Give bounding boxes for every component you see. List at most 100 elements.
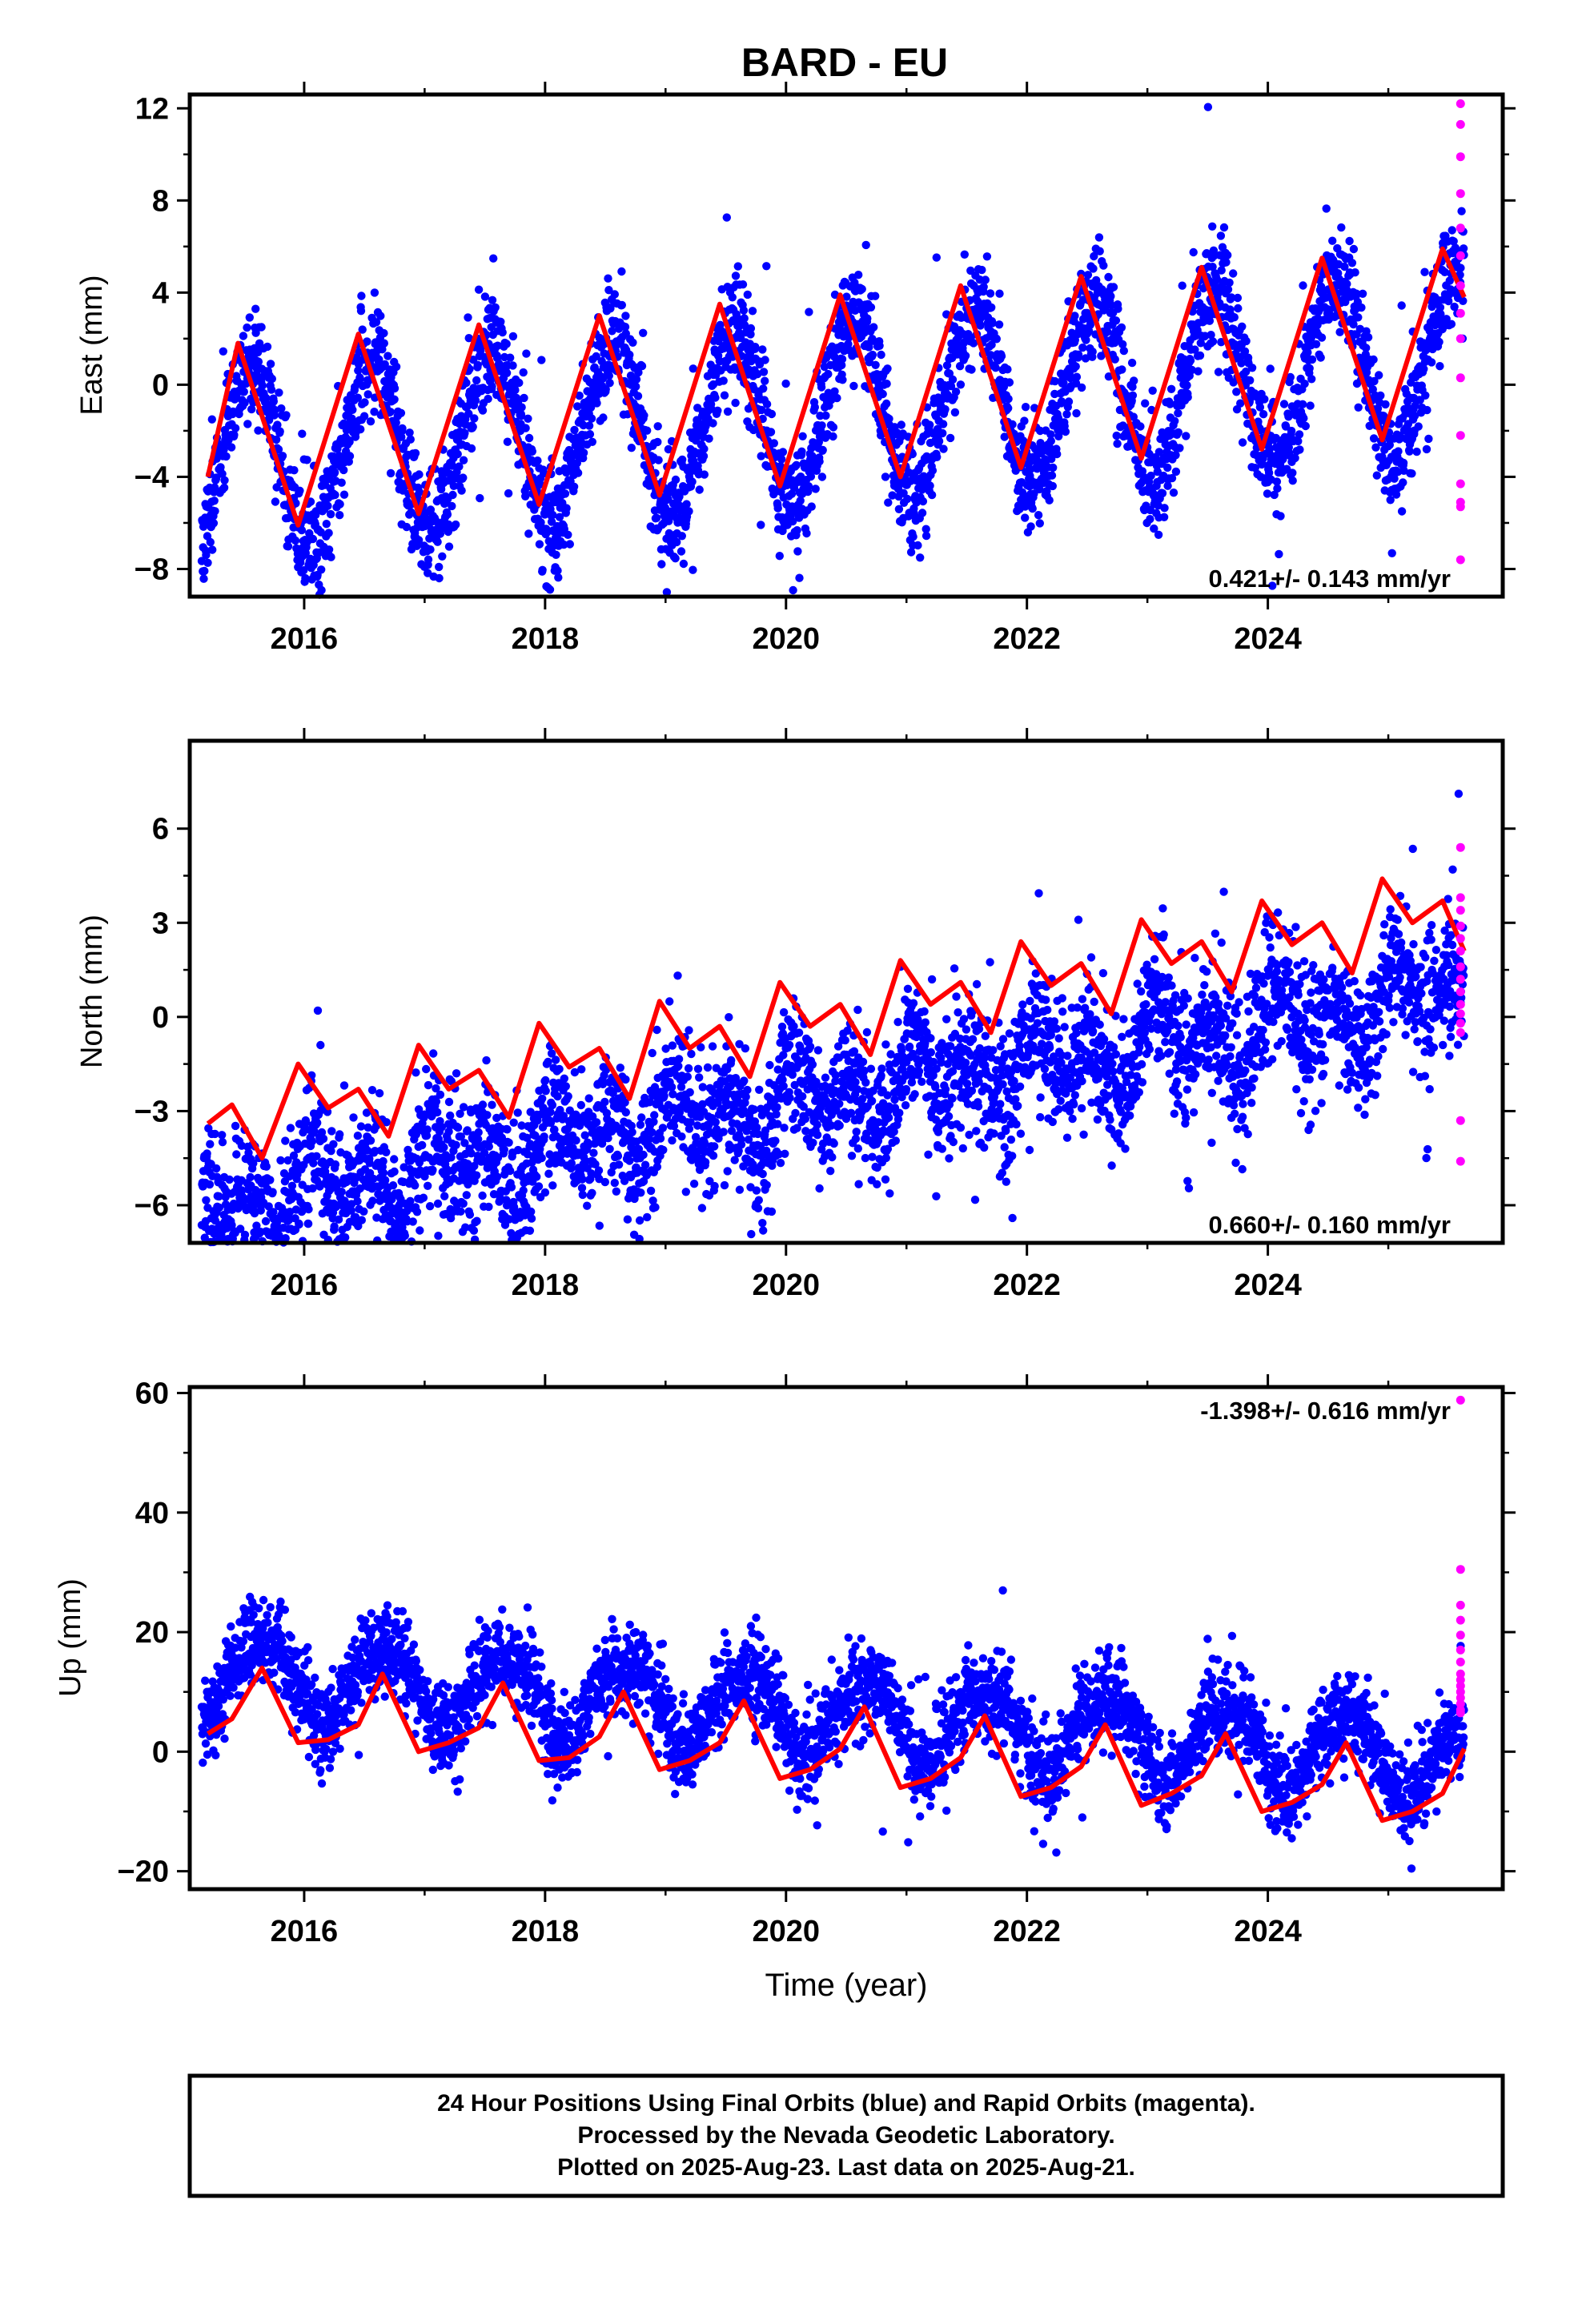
- east-final-point: [1110, 355, 1119, 364]
- east-final-point: [522, 349, 531, 358]
- east-final-point: [640, 411, 648, 420]
- east-final-point: [464, 313, 472, 322]
- north-final-point: [313, 1118, 322, 1128]
- east-final-point: [554, 573, 563, 582]
- east-final-point: [200, 566, 209, 576]
- east-final-point: [1203, 103, 1213, 111]
- east-final-point: [625, 350, 634, 360]
- east-final-point: [391, 418, 400, 427]
- east-final-point: [364, 376, 373, 385]
- east-final-point: [1021, 513, 1030, 522]
- east-final-point: [926, 481, 934, 490]
- north-final-point: [341, 1233, 350, 1242]
- north-final-point: [628, 1128, 636, 1137]
- north-final-point: [576, 1100, 585, 1110]
- east-final-point: [793, 547, 802, 556]
- north-final-point: [621, 1075, 630, 1084]
- east-final-point: [1363, 333, 1373, 342]
- east-final-point: [366, 417, 375, 426]
- north-final-point: [379, 1156, 387, 1166]
- east-final-point: [633, 392, 643, 400]
- east-final-point: [1119, 346, 1129, 356]
- east-final-point: [728, 293, 737, 302]
- north-final-point: [316, 1040, 325, 1050]
- north-final-point: [616, 1063, 624, 1072]
- east-final-point: [1369, 355, 1378, 364]
- east-final-point: [1435, 337, 1443, 347]
- north-final-point: [261, 1216, 271, 1226]
- east-rapid-point: [1456, 223, 1465, 233]
- east-final-point: [323, 501, 332, 510]
- east-final-point: [653, 437, 662, 447]
- east-final-point: [263, 342, 272, 352]
- east-final-point: [460, 428, 469, 438]
- east-final-point: [604, 372, 613, 380]
- east-final-point: [1146, 515, 1154, 524]
- north-final-point: [613, 1152, 623, 1160]
- east-final-point: [267, 385, 276, 394]
- east-final-point: [884, 498, 893, 507]
- north-final-point: [564, 1092, 572, 1101]
- east-final-point: [961, 352, 970, 360]
- east-final-point: [435, 573, 444, 583]
- east-final-point: [1345, 236, 1354, 246]
- east-final-point: [411, 448, 420, 458]
- north-final-point: [319, 1134, 328, 1144]
- east-final-point: [761, 376, 769, 385]
- east-final-point: [491, 303, 500, 312]
- north-final-point: [541, 1076, 550, 1085]
- east-final-point: [833, 393, 841, 403]
- north-final-point: [605, 1144, 614, 1154]
- east-final-point: [1263, 489, 1272, 498]
- east-final-point: [1354, 403, 1363, 412]
- north-final-point: [232, 1150, 241, 1159]
- east-final-point: [1078, 343, 1087, 352]
- east-final-point: [484, 394, 492, 404]
- east-rapid-point: [1456, 251, 1465, 260]
- east-final-point: [570, 425, 579, 435]
- east-final-point: [1291, 453, 1299, 463]
- east-final-point: [380, 360, 389, 369]
- east-final-point: [406, 435, 415, 444]
- east-final-point: [1099, 261, 1108, 270]
- east-final-point: [208, 545, 217, 554]
- east-final-point: [941, 404, 950, 414]
- north-final-point: [639, 1150, 648, 1160]
- east-final-point: [677, 532, 686, 541]
- east-final-point: [357, 292, 366, 300]
- east-final-point: [746, 324, 756, 333]
- east-final-point: [1362, 344, 1371, 352]
- east-final-point: [956, 380, 966, 389]
- east-final-point: [271, 405, 279, 415]
- north-final-point: [366, 1136, 375, 1145]
- east-final-point: [1232, 388, 1241, 396]
- north-final-point: [643, 1212, 652, 1222]
- east-final-point: [621, 312, 630, 320]
- east-final-point: [1399, 458, 1408, 468]
- east-final-point: [757, 521, 765, 529]
- east-final-point: [247, 404, 256, 414]
- east-final-point: [720, 391, 729, 400]
- east-final-point: [761, 356, 769, 364]
- east-final-point: [1234, 304, 1243, 313]
- east-final-point: [308, 534, 318, 544]
- east-final-point: [443, 510, 452, 519]
- east-final-point: [462, 378, 471, 388]
- east-final-point: [1136, 422, 1145, 431]
- east-final-point: [1048, 481, 1058, 491]
- east-xtick-label: 2020: [752, 622, 820, 656]
- east-final-point: [489, 254, 498, 263]
- north-final-point: [240, 1230, 250, 1240]
- east-final-point: [1376, 391, 1385, 400]
- east-final-point: [283, 542, 293, 551]
- north-final-point: [424, 1080, 433, 1090]
- north-final-point: [541, 1087, 550, 1096]
- east-final-point: [1113, 439, 1122, 448]
- east-final-point: [1307, 355, 1317, 364]
- north-final-point: [648, 1048, 656, 1058]
- east-final-point: [1219, 223, 1229, 232]
- east-final-point: [1351, 268, 1359, 277]
- east-final-point: [457, 486, 466, 495]
- east-final-point: [731, 398, 740, 408]
- east-final-point: [1021, 403, 1030, 412]
